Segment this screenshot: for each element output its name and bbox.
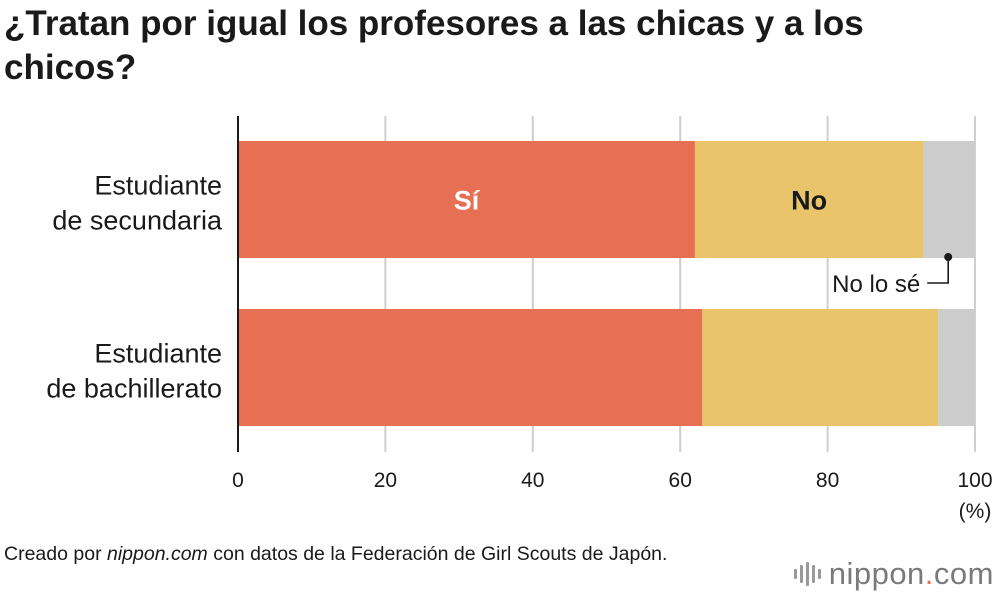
bar-0-series-2 (923, 141, 975, 258)
labels: 0 20 40 60 80 100 (%) Sí No Estudiante de secundar… (46, 171, 992, 524)
brand-name: nippon (828, 556, 925, 591)
source-note: Creado por nippon.com con datos de la Fe… (4, 541, 804, 567)
source-prefix: Creado por (4, 543, 107, 565)
chart-title: ¿Tratan por igual los profesores a las c… (4, 4, 864, 87)
x-tick-label-60: 60 (669, 469, 692, 492)
callout-label-no-lo-se: No lo sé (832, 271, 920, 298)
source-suffix: con datos de la Federación de Girl Scout… (207, 543, 668, 565)
x-tick-label-100: 100 (957, 469, 992, 492)
bar-1-series-2 (938, 309, 975, 426)
bar-1-series-0 (238, 309, 703, 426)
x-tick-label-20: 20 (374, 469, 397, 492)
source-site: nippon.com (106, 543, 208, 565)
category-label-1-line-0: Estudiante (94, 339, 222, 369)
category-label-1-line-1: de bachillerato (46, 374, 222, 404)
brand-dot: . (924, 556, 934, 591)
x-tick-label-0: 0 (232, 469, 244, 492)
brand-mark-icon (793, 562, 821, 586)
category-label-0-line-1: de secundaria (52, 206, 223, 236)
bar-0-series-1 (694, 141, 924, 258)
segment-label-1: No (791, 186, 827, 216)
bar-0-series-0 (238, 141, 695, 258)
callout-leader (927, 257, 950, 284)
brand-tld: com (933, 556, 994, 591)
brand-logo: nippon. com (793, 556, 994, 592)
category-label-0-line-0: Estudiante (94, 171, 222, 201)
x-unit-label: (%) (959, 500, 992, 523)
x-tick-label-80: 80 (816, 469, 839, 492)
segment-label-0: Sí (454, 186, 481, 216)
bar-1-series-1 (702, 309, 939, 426)
x-tick-label-40: 40 (521, 469, 544, 492)
bars (238, 141, 975, 426)
